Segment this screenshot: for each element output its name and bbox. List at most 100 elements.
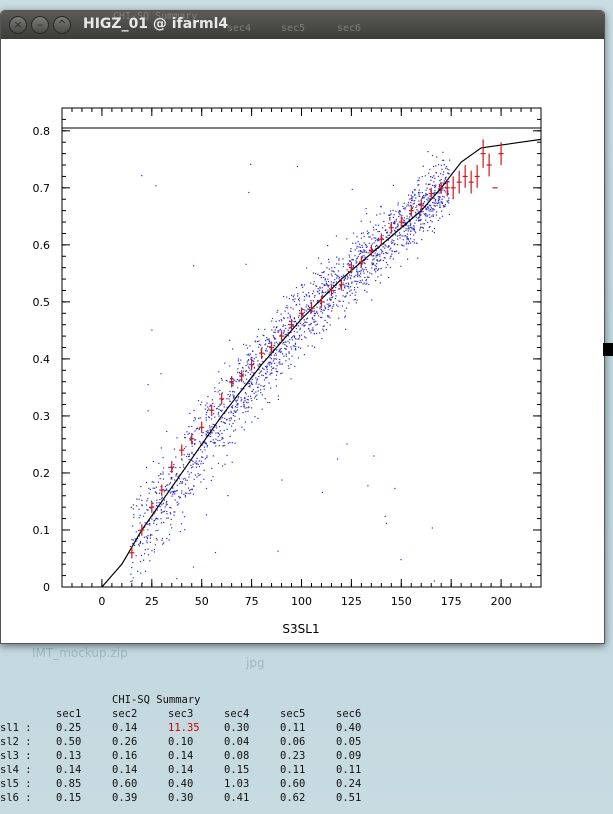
scatter-point [355, 291, 357, 293]
scatter-point [297, 325, 300, 327]
scatter-point [448, 169, 450, 171]
scatter-point [192, 433, 194, 436]
scatter-point [316, 332, 318, 335]
summary-column-header: sec1 [56, 708, 82, 720]
scatter-point [419, 229, 421, 231]
scatter-point [147, 383, 149, 386]
scatter-point [170, 518, 172, 521]
scatter-point [400, 559, 402, 561]
scatter-point [252, 359, 254, 362]
scatter-point [138, 535, 141, 537]
summary-cell: 0.51 [336, 792, 362, 804]
scatter-point [270, 354, 272, 356]
scatter-point [222, 465, 224, 467]
scatter-point [385, 236, 387, 238]
scatter-point [384, 225, 386, 227]
scatter-point [138, 498, 140, 500]
scatter-point [397, 202, 399, 204]
scatter-point [288, 358, 290, 360]
summary-cell: 0.15 [224, 764, 250, 776]
scatter-point [349, 294, 351, 296]
scatter-point [394, 223, 396, 225]
scatter-point [192, 463, 194, 465]
close-icon[interactable]: × [9, 16, 27, 34]
scatter-point [234, 406, 237, 408]
scatter-point [327, 280, 330, 283]
scatter-point [308, 295, 310, 298]
scatter-point [427, 200, 429, 202]
scatter-point [205, 433, 207, 435]
scatter-point [292, 299, 294, 301]
scatter-point [305, 293, 307, 296]
scatter-point [293, 317, 295, 319]
scatter-point [363, 249, 365, 251]
scatter-point [304, 324, 306, 326]
scatter-point [337, 458, 339, 460]
scatter-point [310, 299, 312, 302]
scatter-point [170, 491, 172, 493]
scatter-point [150, 533, 152, 536]
scatter-point [312, 327, 314, 329]
scatter-point [345, 307, 347, 309]
scatter-point [362, 270, 365, 272]
scatter-point [418, 195, 420, 197]
scatter-point [297, 357, 300, 359]
desktop-file-label[interactable]: jpg [246, 656, 265, 670]
scatter-point [253, 392, 255, 394]
scatter-point [406, 217, 408, 220]
scatter-point [436, 156, 438, 158]
minimize-icon[interactable]: – [31, 16, 49, 34]
y-tick-label: 0.8 [33, 125, 51, 138]
scatter-point [265, 373, 267, 375]
scatter-point [310, 332, 312, 334]
window-titlebar[interactable]: × – ^ CHI-SQ Summary sec4 sec5 sec6 HIGZ… [1, 11, 604, 39]
scatter-point [230, 417, 232, 419]
scatter-point [241, 399, 243, 401]
scatter-point [223, 441, 225, 444]
scatter-point [169, 492, 171, 494]
scatter-point [138, 545, 141, 547]
scatter-point [240, 397, 242, 399]
scatter-point [141, 505, 143, 507]
scatter-point [207, 429, 209, 432]
scatter-point [257, 378, 259, 380]
scatter-point [226, 428, 228, 430]
scatter-point [317, 315, 320, 317]
scatter-point [299, 319, 301, 321]
scatter-point [285, 333, 287, 335]
scatter-point [301, 338, 303, 341]
scatter-point [219, 404, 221, 406]
scatter-point [277, 343, 279, 345]
scatter-point [359, 246, 362, 249]
scatter-point [281, 320, 283, 322]
scatter-point [303, 325, 305, 327]
scatter-point [433, 209, 435, 211]
scatter-point [212, 439, 214, 441]
scatter-point [414, 189, 417, 191]
maximize-icon[interactable]: ^ [53, 16, 71, 34]
scatter-point [364, 259, 366, 261]
x-tick-label: 100 [291, 595, 312, 608]
scatter-point [422, 230, 425, 232]
scatter-point [213, 405, 215, 408]
scatter-point [369, 236, 371, 238]
scatter-point [348, 254, 350, 256]
scatter-point [206, 455, 208, 457]
scatter-point [253, 367, 256, 369]
scatter-point [199, 473, 201, 476]
scatter-point [232, 390, 234, 393]
scatter-point [443, 159, 445, 161]
scatter-point [249, 386, 251, 388]
scatter-point [392, 222, 395, 224]
scatter-point [164, 489, 166, 491]
scatter-point [275, 358, 278, 360]
scatter-point [330, 299, 332, 301]
scatter-point [441, 215, 444, 217]
summary-cell: 0.09 [336, 750, 362, 762]
scatter-point [342, 263, 345, 265]
scatter-point [417, 203, 420, 205]
desktop-file-label[interactable]: IMT_mockup.zip [32, 646, 128, 660]
scatter-point [191, 441, 194, 443]
x-tick-label: 25 [145, 595, 159, 608]
scatter-point [177, 476, 179, 478]
